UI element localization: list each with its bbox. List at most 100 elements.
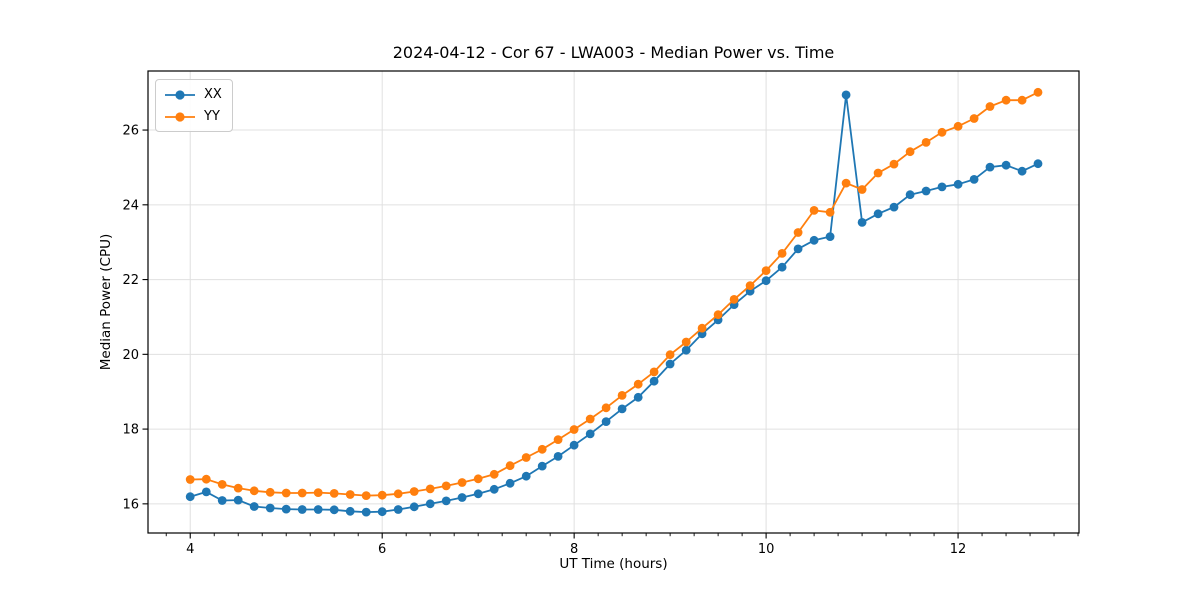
data-point-yy [489,469,499,479]
data-point-yy [729,295,739,304]
data-point-xx [217,496,227,505]
legend-label-xx: XX [204,87,222,102]
data-point-xx [281,504,291,514]
y-tick-label: 20 [122,348,139,363]
data-point-yy [969,114,979,123]
data-point-yy [361,491,371,500]
data-point-yy [953,121,963,131]
y-axis-label: Median Power (CPU) [98,233,114,371]
data-point-xx [297,505,307,514]
data-point-xx [345,506,355,516]
data-point-yy [905,147,915,157]
data-point-yy [713,310,723,320]
legend-label-yy: YY [204,109,220,124]
data-point-xx [985,162,995,172]
y-tick-label: 16 [122,497,139,512]
data-point-yy [873,168,883,178]
data-point-xx [969,175,979,184]
data-point-yy [521,453,531,462]
data-point-xx [617,404,627,414]
data-point-xx [329,505,339,515]
x-tick-label: 10 [758,542,775,557]
data-point-yy [281,488,291,498]
data-point-yy [297,488,307,498]
data-point-yy [777,249,787,258]
data-point-yy [441,481,451,491]
data-point-xx [681,345,691,355]
legend-swatch-yy-icon [165,111,195,122]
data-point-yy [697,323,707,333]
data-point-xx [825,232,835,242]
data-point-yy [825,207,835,217]
data-point-xx [1033,159,1043,169]
data-point-xx [361,507,371,517]
chart-title: 2024-04-12 - Cor 67 - LWA003 - Median Po… [392,43,835,62]
data-point-xx [505,478,515,488]
data-point-yy [201,474,211,484]
data-point-xx [201,487,211,497]
y-tick-label: 18 [122,423,139,438]
legend-entry-xx: XX [164,85,222,104]
data-point-xx [777,262,787,272]
data-point-yy [409,487,419,496]
series-line-xx [189,94,1039,513]
data-point-yy [921,138,931,147]
data-point-yy [1033,87,1043,97]
data-point-yy [569,425,579,434]
data-point-yy [809,206,819,215]
legend-swatch-xx-icon [165,89,195,100]
data-point-yy [681,337,691,347]
data-point-xx [489,484,499,494]
data-point-xx [569,440,579,450]
data-point-xx [889,202,899,212]
data-point-yy [393,489,403,499]
data-point-xx [313,505,323,514]
data-point-yy [505,461,515,471]
data-point-yy [457,478,467,487]
data-point-xx [937,182,947,192]
data-point-yy [985,102,995,111]
data-point-yy [793,228,803,237]
data-point-yy [617,391,627,400]
x-tick-label: 12 [950,542,967,557]
data-point-xx [793,244,803,254]
data-point-xx [441,496,451,506]
data-point-yy [313,488,323,497]
data-point-yy [329,489,339,498]
data-point-yy [217,480,227,489]
legend-entry-yy: YY [164,107,222,126]
data-point-yy [937,127,947,137]
data-point-xx [1017,166,1027,176]
y-tick-label: 24 [122,198,139,213]
data-point-yy [537,444,547,454]
data-point-yy [585,414,595,424]
data-point-xx [393,505,403,514]
data-point-xx [185,492,195,502]
data-point-xx [905,190,915,200]
data-point-xx [921,186,931,196]
axes-border [147,70,1080,534]
data-point-xx [649,376,659,386]
data-point-yy [857,185,867,194]
data-point-xx [953,179,963,189]
data-point-xx [553,452,563,461]
data-point-yy [889,159,899,169]
data-point-xx [473,489,483,499]
data-point-xx [425,499,435,509]
data-point-yy [473,474,483,484]
data-point-yy [185,475,195,484]
data-point-yy [265,487,275,497]
data-point-yy [841,178,851,188]
y-tick-label: 22 [122,273,139,288]
data-point-xx [841,90,851,100]
data-point-xx [585,429,595,439]
data-point-yy [649,367,659,377]
data-point-xx [809,235,819,245]
data-point-xx [233,495,243,505]
data-point-xx [633,392,643,402]
data-point-yy [1017,95,1027,105]
data-point-xx [665,359,675,369]
data-point-yy [249,486,259,496]
